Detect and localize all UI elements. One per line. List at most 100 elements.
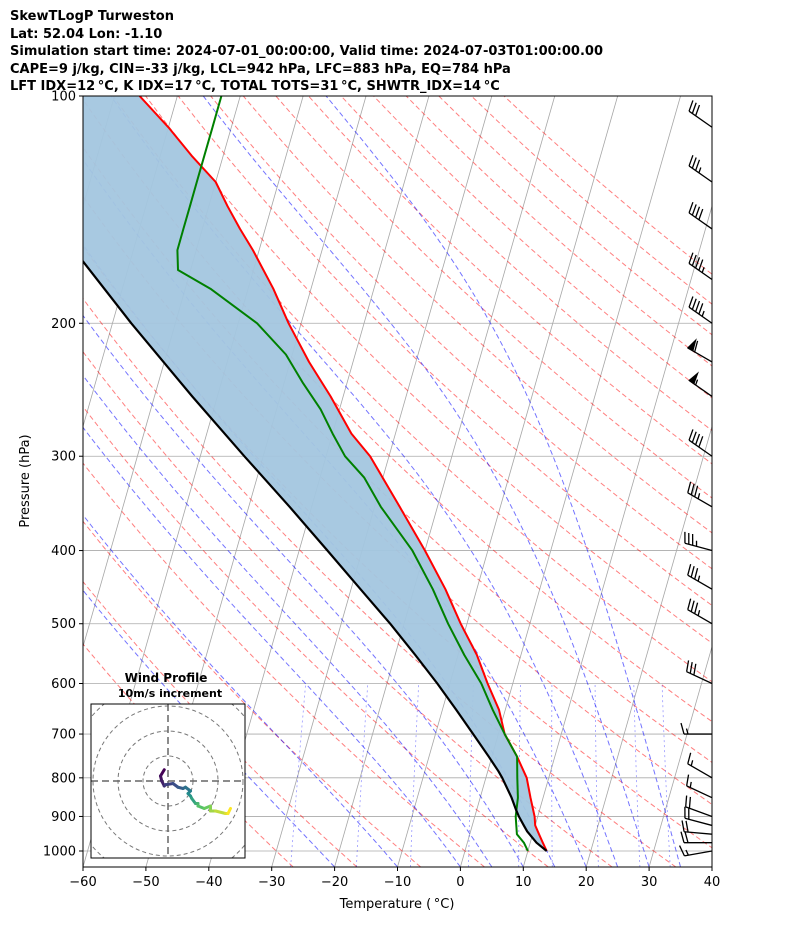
- simulation-times: Simulation start time: 2024-07-01_00:00:…: [10, 44, 603, 60]
- x-axis: −60 −50 −40 −30 −20 −10 0 10 20 30 40: [69, 867, 720, 890]
- wind-barb: [688, 429, 713, 457]
- moist-adiabat-line: [83, 426, 461, 867]
- mixing-ratio-line: [551, 683, 553, 867]
- station-title: SkewTLogP Turweston: [10, 9, 174, 24]
- moist-adiabat-line: [83, 514, 398, 867]
- sounding-header: SkewTLogP Turweston Lat: 52.04 Lon: -1.1…: [10, 8, 790, 96]
- wind-barb: [688, 371, 713, 397]
- isotherm-line: [522, 204, 712, 867]
- wind-barb: [685, 660, 713, 685]
- wind-barb: [684, 806, 713, 827]
- station-coordinates: Lat: 52.04 Lon: -1.10: [10, 26, 163, 42]
- isotherm-line: [648, 645, 712, 867]
- wind-barb: [686, 338, 713, 363]
- dry-adiabat-line: [210, 96, 712, 570]
- wind-barb: [688, 296, 713, 324]
- cape-area: [83, 96, 547, 851]
- wind-barb: [688, 155, 713, 183]
- wind-barb: [687, 481, 713, 508]
- moist-adiabat-line: [110, 96, 619, 867]
- wind-barb: [685, 774, 713, 799]
- x-axis-label: Temperature ( °C): [339, 897, 455, 912]
- profiles: [83, 96, 548, 852]
- y-tick-label: 600: [51, 677, 76, 692]
- wind-barbs: [678, 100, 713, 857]
- y-tick-label: 300: [51, 450, 76, 465]
- x-tick-label: 0: [456, 875, 464, 890]
- hodograph-axes: [91, 704, 245, 858]
- stability-indices: LFT IDX=12 °C, K IDX=17 °C, TOTAL TOTS=3…: [10, 79, 500, 95]
- mixing-ratio-line: [661, 683, 671, 867]
- dry-adiabat-line: [405, 96, 712, 367]
- hodograph-segment: [214, 809, 227, 815]
- dry-adiabat-line: [83, 246, 712, 849]
- wind-barb: [688, 201, 713, 230]
- wind-barb: [687, 752, 713, 779]
- wind-barb: [685, 795, 713, 818]
- isotherm-line: [711, 865, 712, 867]
- y-tick-label: 400: [51, 544, 76, 559]
- x-tick-label: −60: [69, 875, 96, 890]
- x-tick-label: 10: [515, 875, 532, 890]
- plot-area: [83, 96, 712, 867]
- y-axis: 100 200 300 400 500 600 700 800 900 1000: [43, 90, 83, 860]
- y-tick-label: 1000: [43, 845, 76, 860]
- cape-indices: CAPE=9 j/kg, CIN=-33 j/kg, LCL=942 hPa, …: [10, 61, 511, 77]
- hodograph-subtitle: 10m/s increment: [118, 687, 222, 700]
- dry-adiabat-line: [177, 96, 712, 607]
- hodograph-frame: [90, 703, 246, 859]
- dry-adiabat-line: [83, 297, 677, 867]
- wind-barb: [678, 845, 713, 857]
- wind-barb: [680, 831, 712, 844]
- y-tick-label: 800: [51, 771, 76, 786]
- dry-adiabat-line: [83, 351, 613, 867]
- dewpoint-profile-line: [176, 96, 529, 852]
- wind-barb: [688, 100, 713, 128]
- dry-adiabat-line: [503, 96, 712, 275]
- x-tick-label: 20: [578, 875, 595, 890]
- wind-barb: [680, 722, 712, 735]
- isotherm-line: [585, 424, 712, 867]
- y-tick-label: 200: [51, 317, 76, 332]
- x-tick-label: 30: [641, 875, 658, 890]
- y-tick-label: 100: [51, 90, 76, 105]
- moist-adiabat-line: [83, 314, 524, 867]
- wind-barb: [687, 598, 713, 625]
- moist-adiabat-line: [325, 96, 681, 867]
- dry-adiabat-line: [83, 580, 358, 867]
- dry-adiabat-line: [83, 643, 294, 867]
- wind-barb: [684, 531, 713, 552]
- x-tick-label: −10: [384, 875, 411, 890]
- dry-adiabat-line: [145, 96, 712, 644]
- hodograph: Wind Profile 10m/s increment: [90, 671, 246, 859]
- mixing-ratio-line: [355, 683, 369, 867]
- wind-barb: [687, 563, 713, 590]
- hodograph-trace: [159, 768, 232, 815]
- cape-shading: [83, 96, 547, 851]
- wind-barb: [688, 252, 713, 281]
- hodograph-title: Wind Profile: [125, 671, 208, 685]
- x-tick-label: 40: [704, 875, 721, 890]
- dry-adiabat-line: [340, 96, 712, 432]
- mixing-ratio-line: [290, 683, 307, 867]
- hodograph-segment: [226, 807, 232, 815]
- moist-adiabat-line: [83, 374, 493, 867]
- x-tick-label: −40: [195, 875, 222, 890]
- mixing-ratio-line: [633, 683, 641, 867]
- moist-adiabat-line: [83, 589, 335, 867]
- y-tick-label: 900: [51, 810, 76, 825]
- dry-adiabat-line: [242, 96, 712, 534]
- isotherm-line: [334, 96, 556, 867]
- dry-adiabat-line: [373, 96, 712, 399]
- dry-adiabat-line: [83, 520, 422, 867]
- x-tick-label: −50: [132, 875, 159, 890]
- moist-adiabat-line: [202, 96, 650, 867]
- temperature-profile-line: [138, 96, 548, 852]
- mixing-ratio-line: [410, 683, 420, 867]
- y-tick-label: 700: [51, 728, 76, 743]
- x-tick-label: −20: [321, 875, 348, 890]
- parcel-profile-line: [83, 259, 548, 852]
- y-axis-label: Pressure (hPa): [18, 434, 33, 527]
- mixing-ratio-lines: [290, 683, 671, 867]
